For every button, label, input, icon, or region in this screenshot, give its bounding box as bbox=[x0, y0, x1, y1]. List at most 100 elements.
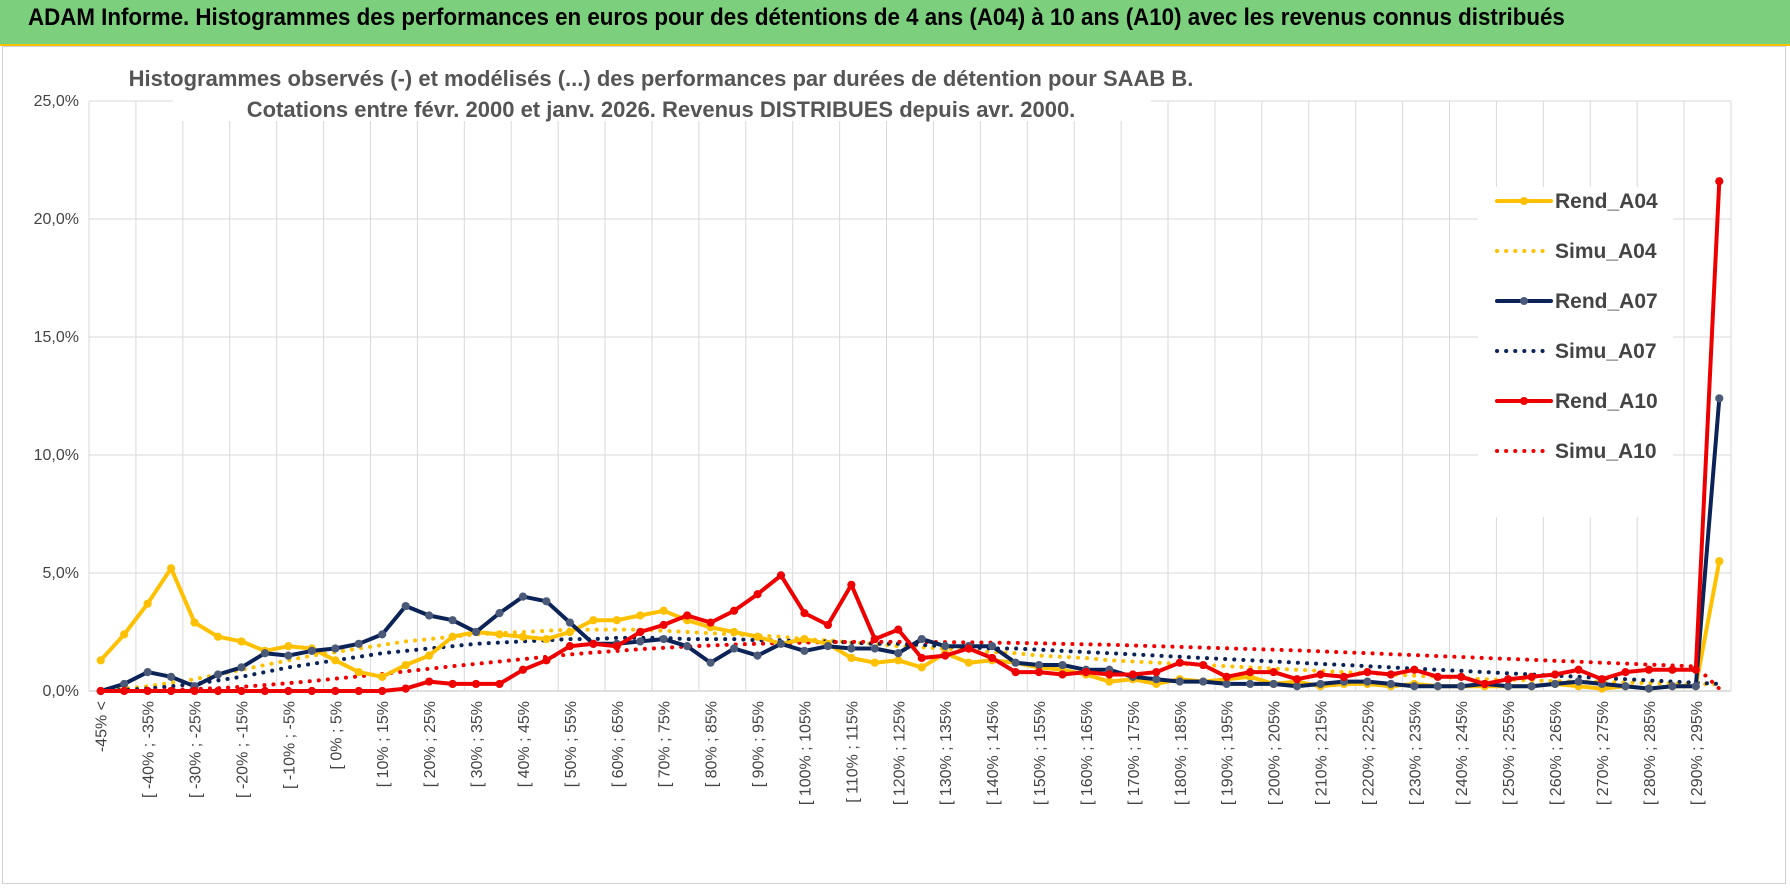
data-point bbox=[1363, 677, 1372, 686]
data-point bbox=[471, 679, 481, 689]
x-tick-label: [ 240% ; 245% bbox=[1454, 701, 1471, 805]
data-point bbox=[1316, 670, 1325, 679]
data-point bbox=[213, 670, 223, 679]
data-point bbox=[1105, 670, 1114, 679]
data-point bbox=[706, 618, 715, 627]
data-point bbox=[636, 611, 645, 620]
data-point bbox=[354, 686, 363, 696]
x-tick-label: [ 140% ; 145% bbox=[985, 701, 1002, 805]
data-point bbox=[1644, 665, 1654, 674]
data-point bbox=[729, 644, 739, 653]
x-tick-label: [ 30% ; 35% bbox=[469, 701, 486, 787]
x-tick-label: [ 110% ; 115% bbox=[844, 701, 861, 803]
data-point bbox=[1691, 682, 1700, 691]
data-point bbox=[823, 620, 833, 630]
data-point bbox=[307, 686, 316, 696]
data-point bbox=[1058, 660, 1067, 670]
data-point bbox=[120, 679, 129, 689]
data-point bbox=[1504, 675, 1513, 684]
data-point bbox=[401, 660, 410, 670]
data-point bbox=[1034, 660, 1044, 670]
x-tick-label: [ 20% ; 25% bbox=[422, 701, 439, 787]
data-point bbox=[1715, 557, 1724, 566]
data-point bbox=[683, 642, 692, 651]
data-point bbox=[518, 665, 528, 674]
data-point bbox=[518, 632, 528, 641]
x-tick-label: [ 160% ; 165% bbox=[1079, 701, 1096, 805]
data-point bbox=[143, 599, 152, 608]
x-tick-label: [ 280% ; 285% bbox=[1642, 701, 1659, 805]
data-point bbox=[167, 686, 176, 696]
data-point bbox=[1222, 672, 1231, 681]
chart-frame: 0,0% 5,0% 10,0% 15,0% 20,0% 25,0% -45% < [ -40… bbox=[2, 46, 1786, 884]
data-point bbox=[495, 679, 504, 689]
report-header: ADAM Informe. Histogrammes des performan… bbox=[0, 0, 1790, 46]
data-point bbox=[237, 663, 246, 672]
data-point bbox=[331, 644, 340, 653]
data-point bbox=[800, 609, 809, 618]
data-point bbox=[1410, 682, 1419, 691]
data-point bbox=[542, 656, 551, 665]
data-point bbox=[1668, 665, 1677, 674]
x-tick-label: [ 190% ; 195% bbox=[1220, 701, 1237, 805]
data-point bbox=[753, 632, 762, 641]
data-point bbox=[401, 601, 410, 611]
data-point bbox=[636, 637, 645, 646]
x-tick-label: [ -40% ; -35% bbox=[141, 701, 158, 798]
data-point bbox=[894, 625, 903, 634]
x-tick-label: [ 150% ; 155% bbox=[1032, 701, 1049, 805]
data-point bbox=[167, 672, 176, 681]
data-point bbox=[1621, 668, 1630, 677]
data-point bbox=[917, 653, 926, 663]
x-tick-label: [ 260% ; 265% bbox=[1548, 701, 1565, 805]
data-point bbox=[1715, 394, 1724, 403]
data-point bbox=[870, 634, 879, 644]
data-point bbox=[894, 649, 903, 658]
data-point bbox=[800, 646, 809, 655]
x-tick-label: -45% < bbox=[94, 701, 111, 752]
data-point bbox=[401, 684, 410, 693]
data-point bbox=[589, 616, 598, 625]
legend-marker bbox=[1520, 297, 1528, 305]
data-point bbox=[1386, 670, 1395, 679]
data-point bbox=[1644, 684, 1654, 693]
data-point bbox=[917, 663, 926, 672]
data-point bbox=[1246, 668, 1255, 677]
data-point bbox=[1011, 658, 1020, 667]
data-point bbox=[354, 639, 363, 648]
data-point bbox=[894, 656, 903, 665]
data-point bbox=[1316, 679, 1325, 689]
data-point bbox=[354, 668, 363, 677]
data-point bbox=[659, 620, 668, 630]
data-point bbox=[847, 580, 856, 589]
x-tick-label: [ 270% ; 275% bbox=[1595, 701, 1612, 805]
data-point bbox=[1550, 670, 1560, 679]
legend-label: Simu_A10 bbox=[1555, 440, 1657, 463]
data-point bbox=[120, 686, 129, 696]
data-point bbox=[495, 630, 504, 639]
data-point bbox=[941, 651, 950, 660]
data-point bbox=[1011, 668, 1020, 677]
data-point bbox=[1222, 679, 1231, 689]
legend: Rend_A04 Simu_A04 Rend_A07 Simu_A07 Rend_A10… bbox=[1478, 187, 1673, 517]
data-point bbox=[1433, 672, 1442, 681]
data-point bbox=[260, 686, 270, 696]
x-tick-label: [ 200% ; 205% bbox=[1267, 701, 1284, 805]
series-line-rend-a04 bbox=[98, 559, 1722, 691]
data-point bbox=[120, 630, 129, 639]
data-point bbox=[425, 651, 434, 660]
data-point bbox=[988, 653, 997, 663]
chart-title-box: Histogrammes observés (-) et modélisés (… bbox=[129, 63, 1193, 122]
x-axis: -45% < [ -40% ; -35% [ -30% ; -25% [ -20% ;… bbox=[94, 701, 1706, 805]
data-point bbox=[1410, 665, 1419, 674]
data-point bbox=[284, 642, 293, 651]
data-point bbox=[495, 609, 504, 618]
data-point bbox=[964, 644, 973, 653]
data-point bbox=[331, 686, 340, 696]
x-tick-label: [ 100% ; 105% bbox=[797, 701, 814, 805]
x-tick-label: [ 90% ; 95% bbox=[751, 701, 768, 787]
data-point bbox=[167, 564, 176, 573]
series-line-simu-a07 bbox=[98, 635, 1722, 693]
x-tick-label: [ 40% ; 45% bbox=[516, 701, 533, 787]
x-tick-label: [ 250% ; 255% bbox=[1501, 701, 1518, 805]
